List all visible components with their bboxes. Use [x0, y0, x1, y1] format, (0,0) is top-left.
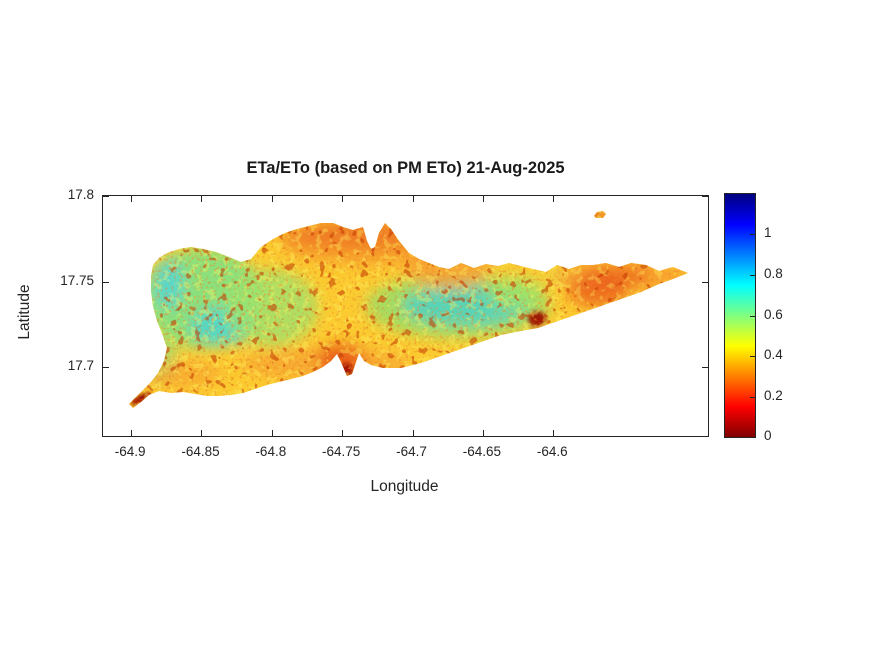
colorbar-tick-label: 0 [764, 428, 772, 443]
y-tick-label: 17.7 [67, 358, 94, 374]
x-tick-mark [271, 196, 273, 202]
x-tick-label: -64.8 [255, 444, 287, 459]
x-tick-mark [412, 196, 414, 202]
colorbar-tick-mark [750, 274, 755, 276]
x-tick-mark [271, 430, 273, 436]
y-tick-mark [702, 196, 708, 197]
x-tick-labels: -64.9 -64.85 -64.8 -64.75 -64.7 -64.65 -64.6 [102, 444, 707, 462]
colorbar-tick-mark [750, 396, 755, 398]
colorbar-tick-label: 0.8 [764, 265, 783, 281]
x-axis-label: Longitude [370, 478, 439, 495]
plot-area [102, 195, 709, 437]
colorbar-tick-mark [750, 234, 755, 236]
x-tick-mark [201, 430, 203, 436]
x-tick-label: -64.75 [322, 444, 361, 459]
colorbar [724, 193, 756, 438]
x-tick-label: -64.6 [536, 444, 568, 459]
x-tick-mark [482, 196, 484, 202]
x-tick-mark [553, 196, 555, 202]
x-tick-label: -64.65 [462, 444, 502, 459]
y-tick-mark [702, 367, 708, 369]
colorbar-tick-labels: 0 0.2 0.4 0.6 0.8 1 [764, 193, 808, 443]
y-tick-mark [702, 281, 708, 283]
colorbar-tick-mark [750, 315, 755, 317]
island-heatmap [129, 211, 688, 408]
x-tick-label: -64.85 [181, 444, 220, 459]
x-tick-mark [131, 430, 133, 436]
chart-title: ETa/ETo (based on PM ETo) 21-Aug-2025 [246, 159, 565, 177]
colorbar-tick-label: 1 [764, 225, 772, 241]
colorbar-tick-label: 0.6 [764, 306, 783, 322]
speckle-darkred-layer [129, 211, 688, 408]
x-tick-mark [342, 196, 344, 202]
x-tick-mark [201, 196, 203, 202]
y-tick-mark [103, 281, 109, 283]
y-tick-labels: 17.7 17.75 17.8 [28, 187, 94, 435]
x-tick-label: -64.9 [114, 444, 146, 459]
colorbar-tick-label: 0.4 [764, 346, 783, 362]
y-tick-mark [103, 196, 109, 197]
x-tick-mark [482, 430, 484, 436]
y-tick-label: 17.75 [60, 272, 94, 288]
x-tick-mark [131, 196, 133, 202]
x-tick-mark [412, 430, 414, 436]
x-tick-mark [553, 430, 555, 436]
island-raster-group [129, 211, 688, 408]
x-tick-mark [342, 430, 344, 436]
y-tick-mark [103, 367, 109, 369]
colorbar-tick-mark [750, 437, 755, 438]
y-axis-label: Latitude [16, 284, 33, 340]
x-tick-label: -64.7 [396, 444, 427, 459]
colorbar-tick-label: 0.2 [764, 387, 783, 403]
colorbar-tick-mark [750, 355, 755, 357]
y-tick-label: 17.8 [67, 187, 94, 202]
